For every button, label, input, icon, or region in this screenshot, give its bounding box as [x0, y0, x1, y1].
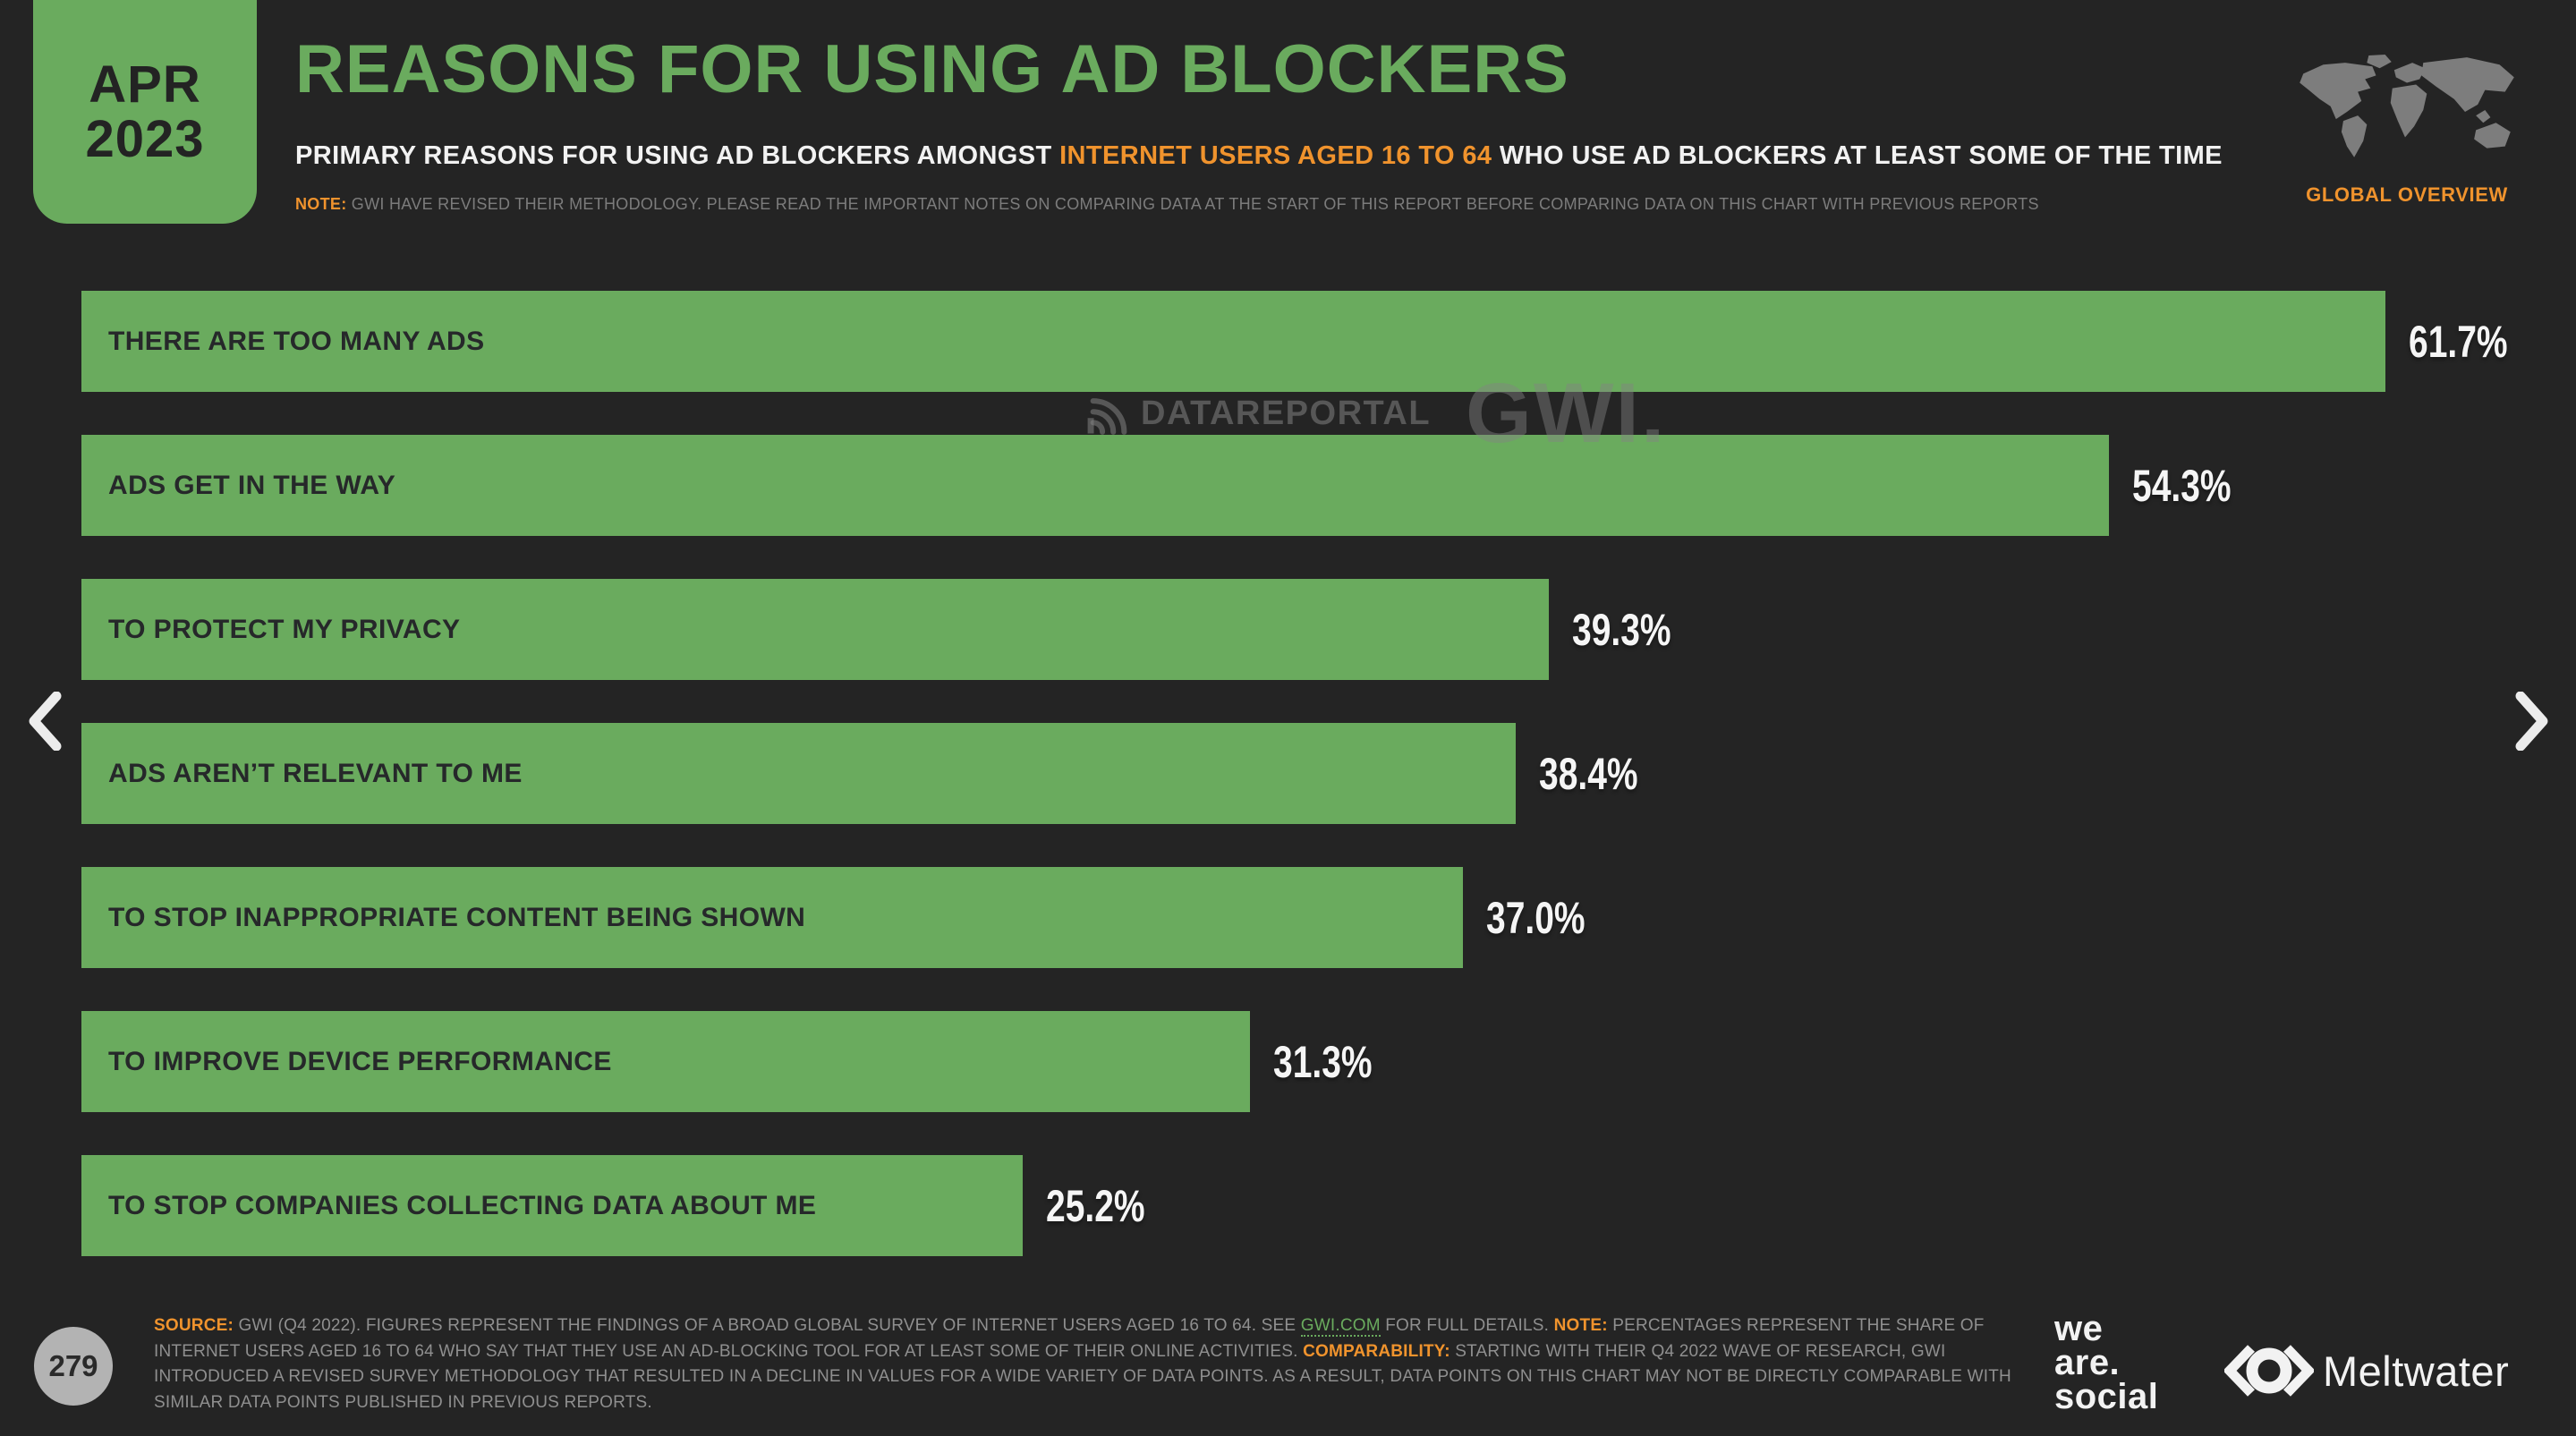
source-label: SOURCE: [154, 1316, 234, 1335]
subtitle-suffix: WHO USE AD BLOCKERS AT LEAST SOME OF THE… [1492, 141, 2223, 170]
previous-slide-chevron-icon[interactable] [27, 692, 63, 751]
we-are-social-line: we [2054, 1309, 2104, 1348]
bar: TO STOP INAPPROPRIATE CONTENT BEING SHOW… [81, 867, 1463, 968]
meltwater-logo: Meltwater [2224, 1338, 2509, 1404]
bar-value-label: 39.3% [1572, 604, 1671, 655]
we-are-social-line: are. [2054, 1343, 2121, 1382]
subtitle-highlight: INTERNET USERS AGED 16 TO 64 [1059, 141, 1492, 170]
bar-label: TO PROTECT MY PRIVACY [108, 614, 461, 644]
bar-row: ADS GET IN THE WAY 54.3% [81, 435, 2533, 536]
comparability-label: COMPARABILITY: [1303, 1341, 1450, 1361]
bar-value-label: 31.3% [1273, 1036, 1373, 1087]
bar-value-label: 61.7% [2409, 316, 2508, 367]
next-slide-chevron-icon[interactable] [2514, 692, 2550, 751]
we-are-social-logo: we are. social [2054, 1309, 2159, 1416]
source-text: STARTING WITH THEIR Q4 2022 WAVE OF RESE… [154, 1341, 2011, 1412]
source-text: GWI (Q4 2022). FIGURES REPRESENT THE FIN… [234, 1316, 1301, 1335]
subtitle: PRIMARY REASONS FOR USING AD BLOCKERS AM… [295, 141, 2223, 171]
footer-note-label: NOTE: [1553, 1316, 1608, 1335]
bar-row: TO STOP INAPPROPRIATE CONTENT BEING SHOW… [81, 867, 2533, 968]
note-text: GWI HAVE REVISED THEIR METHODOLOGY. PLEA… [346, 195, 2039, 213]
bar-label: TO IMPROVE DEVICE PERFORMANCE [108, 1046, 612, 1076]
date-badge: APR 2023 [33, 0, 257, 224]
meltwater-eye-icon [2224, 1345, 2314, 1397]
bar-chart: THERE ARE TOO MANY ADS 61.7% ADS GET IN … [81, 291, 2533, 1299]
bar-value-label: 38.4% [1539, 748, 1638, 799]
bar: TO IMPROVE DEVICE PERFORMANCE [81, 1011, 1250, 1112]
source-note: SOURCE: GWI (Q4 2022). FIGURES REPRESENT… [154, 1313, 2055, 1415]
world-map-icon [2300, 55, 2514, 157]
bar-row: ADS AREN’T RELEVANT TO ME 38.4% [81, 723, 2533, 824]
bar-label: THERE ARE TOO MANY ADS [108, 326, 485, 356]
bar-row: TO IMPROVE DEVICE PERFORMANCE 31.3% [81, 1011, 2533, 1112]
methodology-note: NOTE: GWI HAVE REVISED THEIR METHODOLOGY… [295, 195, 2039, 214]
bar-row: TO PROTECT MY PRIVACY 39.3% [81, 579, 2533, 680]
bar-value-label: 54.3% [2132, 460, 2232, 511]
bar-label: ADS AREN’T RELEVANT TO ME [108, 758, 523, 788]
bar: TO STOP COMPANIES COLLECTING DATA ABOUT … [81, 1155, 1023, 1256]
date-month: APR [89, 55, 201, 114]
page-number-badge: 279 [34, 1327, 113, 1406]
global-overview-block: GLOBAL OVERVIEW [2286, 52, 2528, 207]
bar-label: TO STOP INAPPROPRIATE CONTENT BEING SHOW… [108, 902, 806, 932]
bar-value-label: 25.2% [1046, 1180, 1145, 1231]
source-text: FOR FULL DETAILS. [1380, 1316, 1554, 1335]
bar-label: TO STOP COMPANIES COLLECTING DATA ABOUT … [108, 1190, 817, 1220]
date-year: 2023 [85, 110, 205, 168]
gwi-com-link[interactable]: GWI.COM [1300, 1316, 1381, 1337]
subtitle-prefix: PRIMARY REASONS FOR USING AD BLOCKERS AM… [295, 141, 1060, 170]
meltwater-wordmark: Meltwater [2323, 1347, 2510, 1395]
bar: THERE ARE TOO MANY ADS [81, 291, 2385, 392]
page-number: 279 [48, 1349, 98, 1382]
bar: ADS GET IN THE WAY [81, 435, 2109, 536]
bar-row: THERE ARE TOO MANY ADS 61.7% [81, 291, 2533, 392]
global-overview-label: GLOBAL OVERVIEW [2306, 183, 2508, 206]
we-are-social-line: social [2054, 1377, 2159, 1416]
page-title: REASONS FOR USING AD BLOCKERS [295, 31, 1569, 107]
bar-row: TO STOP COMPANIES COLLECTING DATA ABOUT … [81, 1155, 2533, 1256]
bar: TO PROTECT MY PRIVACY [81, 579, 1549, 680]
note-label: NOTE: [295, 195, 347, 213]
bar: ADS AREN’T RELEVANT TO ME [81, 723, 1516, 824]
bar-value-label: 37.0% [1486, 892, 1586, 943]
source-text: PERCENTAGES REPRESENT THE SHARE OF INTER… [154, 1316, 1985, 1361]
bar-label: ADS GET IN THE WAY [108, 470, 396, 500]
